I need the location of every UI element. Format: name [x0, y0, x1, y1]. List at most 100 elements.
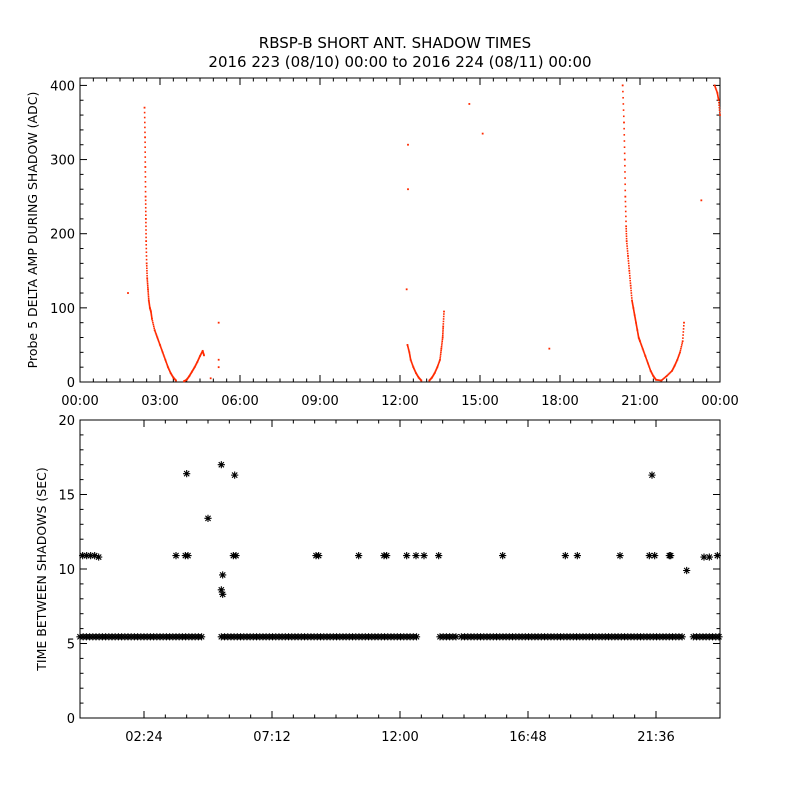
data-point — [146, 284, 149, 287]
data-point — [627, 262, 630, 265]
data-point — [148, 305, 151, 308]
data-point — [717, 95, 719, 98]
data-point — [420, 379, 422, 381]
data-point — [435, 551, 443, 560]
data-point — [146, 281, 149, 283]
data-point — [635, 324, 638, 326]
data-point — [144, 156, 147, 158]
data-point — [417, 376, 420, 378]
data-point — [148, 300, 150, 303]
data-point — [715, 89, 718, 92]
data-point — [315, 551, 323, 560]
data-point — [145, 251, 148, 254]
data-point — [409, 356, 412, 359]
data-point — [163, 356, 166, 359]
data-point — [717, 96, 720, 99]
data-point — [669, 371, 672, 374]
data-point — [700, 199, 703, 202]
y-tick-label: 20 — [58, 414, 75, 429]
data-point — [188, 375, 190, 378]
data-point — [645, 357, 648, 360]
data-point — [409, 357, 412, 360]
data-point — [632, 308, 635, 310]
data-point — [146, 282, 149, 285]
data-point — [442, 320, 445, 323]
y-tick-label: 15 — [58, 489, 75, 504]
data-point — [700, 553, 708, 561]
data-point — [407, 143, 409, 146]
y-tick-label: 0 — [67, 712, 75, 727]
data-point — [145, 247, 148, 250]
data-point — [144, 176, 147, 178]
data-point — [433, 373, 436, 375]
y-tick-label: 10 — [58, 563, 75, 578]
x-tick-label: 21:00 — [621, 394, 658, 409]
data-point — [202, 353, 205, 356]
data-point — [145, 225, 147, 228]
data-point — [438, 360, 441, 362]
data-point — [162, 354, 165, 356]
y-tick-label: 300 — [50, 154, 75, 169]
data-point — [147, 294, 150, 296]
shadow-amplitude-panel: 00:00 03:00 06:00 09:00 12:00 15:00 18:00 21:00… — [25, 77, 739, 409]
data-point — [713, 84, 716, 87]
data-point — [652, 374, 654, 377]
data-point — [674, 362, 677, 365]
data-point-baseline — [715, 633, 723, 641]
data-point-baseline — [412, 633, 421, 641]
data-point — [548, 347, 551, 350]
data-point — [151, 320, 154, 322]
data-point — [443, 313, 445, 315]
data-point — [622, 103, 625, 105]
data-point — [625, 227, 628, 230]
data-point — [675, 360, 678, 363]
data-point — [146, 272, 148, 275]
data-point — [682, 331, 685, 333]
data-point — [625, 220, 627, 223]
data-point-baseline — [678, 633, 686, 641]
data-point — [439, 355, 442, 357]
data-point — [677, 356, 680, 359]
data-point — [144, 217, 147, 220]
data-point — [147, 295, 150, 298]
data-point — [628, 265, 630, 267]
data-point — [144, 206, 147, 209]
data-point — [144, 195, 147, 198]
data-point — [649, 369, 652, 372]
y-tick-label: 0 — [67, 376, 75, 391]
data-point — [624, 183, 626, 186]
data-point — [420, 551, 428, 560]
data-point — [355, 551, 363, 560]
data-point — [160, 349, 163, 351]
data-point — [436, 367, 438, 369]
data-point — [676, 358, 679, 361]
data-point — [168, 368, 170, 370]
data-point — [168, 369, 171, 371]
data-point — [144, 126, 146, 129]
data-point — [671, 369, 673, 372]
data-point — [144, 171, 147, 173]
data-point — [656, 379, 658, 381]
data-point — [406, 344, 409, 346]
data-point — [153, 327, 156, 330]
data-point — [442, 331, 444, 333]
data-point — [95, 553, 103, 561]
data-point — [468, 103, 471, 105]
data-point — [682, 337, 684, 339]
data-point — [670, 370, 672, 373]
data-point — [624, 177, 626, 179]
data-point — [561, 551, 569, 560]
data-point — [144, 210, 147, 213]
data-point — [413, 369, 416, 371]
data-point — [631, 300, 634, 303]
data-point — [676, 357, 679, 360]
data-point — [144, 203, 147, 205]
data-point — [622, 90, 624, 93]
data-point — [440, 344, 443, 346]
data-point — [643, 351, 645, 354]
data-point — [436, 366, 439, 369]
data-point — [440, 347, 443, 350]
data-point — [204, 514, 212, 522]
data-point — [144, 166, 147, 168]
